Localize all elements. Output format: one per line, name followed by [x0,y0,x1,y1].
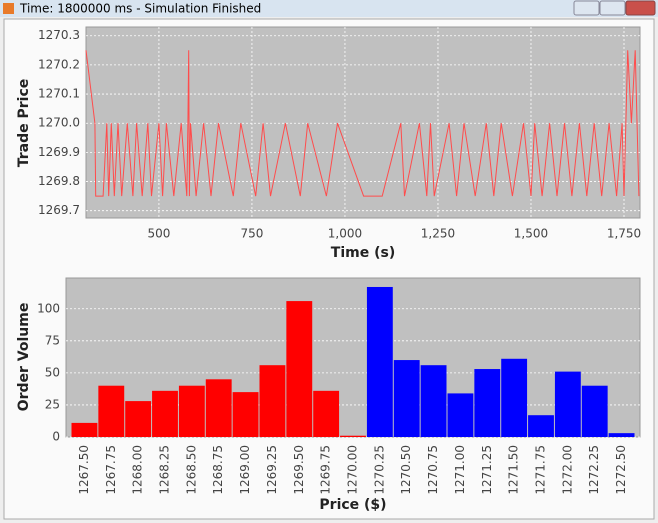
x-tick-label: 1271.00 [453,445,467,495]
plot-area [85,26,641,219]
x-tick-label: 1267.50 [77,445,91,495]
y-tick-label: 50 [45,365,60,379]
x-tick-label: 1272.25 [587,445,601,495]
bar [152,390,178,437]
bar [528,415,554,437]
y-axis-title: Trade Price [16,79,32,168]
bar [286,301,313,437]
bar [366,286,393,437]
bar [501,358,528,437]
x-tick-label: 1269.50 [292,445,306,495]
bar [554,371,581,437]
bar [313,390,340,437]
x-tick-label: 1,250 [421,227,455,241]
x-tick-label: 1,500 [514,227,548,241]
y-tick-label: 1269.7 [38,203,80,217]
y-tick-label: 1270.3 [38,28,80,42]
x-tick-label: 1272.00 [560,445,574,495]
x-tick-label: 1270.75 [426,445,440,495]
bar [340,435,366,437]
y-tick-label: 75 [45,333,60,347]
y-tick-label: 1269.8 [38,174,80,188]
bar [393,360,420,437]
bar [420,365,447,437]
x-tick-label: 500 [147,227,170,241]
x-tick-label: 1269.75 [319,445,333,495]
x-tick-label: 1,750 [607,227,641,241]
bar [474,369,501,437]
x-tick-label: 1272.50 [614,445,628,495]
bar [259,365,286,437]
x-tick-label: 1270.25 [372,445,386,495]
x-axis-title: Price ($) [319,497,386,513]
price-line [85,50,640,197]
bar [232,392,259,437]
x-tick-label: 1268.00 [131,445,145,495]
window-title: Time: 1800000 ms - Simulation Finished [19,2,261,16]
y-tick-label: 1270.2 [38,57,80,71]
title-bar [0,0,658,17]
bar [98,385,125,437]
bar [125,401,152,437]
bar [205,379,232,437]
x-tick-label: 1,000 [328,227,362,241]
y-tick-label: 0 [52,430,60,444]
x-tick-label: 1269.25 [265,445,279,495]
x-tick-label: 1271.50 [507,445,521,495]
bar [608,433,635,437]
x-tick-label: 1270.00 [346,445,360,495]
y-axis-title: Order Volume [16,303,32,412]
bar [71,422,98,437]
minimize-button[interactable] [573,0,600,16]
y-tick-label: 100 [37,301,60,315]
y-tick-label: 1270.0 [38,116,80,130]
x-tick-label: 1270.50 [399,445,413,495]
x-tick-label: 750 [240,227,263,241]
bar [581,385,608,437]
x-tick-label: 1268.50 [184,445,198,495]
x-tick-label: 1269.00 [238,445,252,495]
bar [447,393,474,437]
y-tick-label: 1270.1 [38,87,80,101]
app-icon [3,3,14,14]
bar [178,385,205,437]
x-tick-label: 1268.75 [211,445,225,495]
maximize-button[interactable] [599,0,626,16]
close-button[interactable] [625,0,656,16]
y-tick-label: 1269.9 [38,145,80,159]
x-tick-label: 1271.25 [480,445,494,495]
x-tick-label: 1267.75 [104,445,118,495]
x-axis-title: Time (s) [331,245,395,261]
y-tick-label: 25 [45,397,60,411]
x-tick-label: 1271.75 [534,445,548,495]
x-tick-label: 1268.25 [158,445,172,495]
